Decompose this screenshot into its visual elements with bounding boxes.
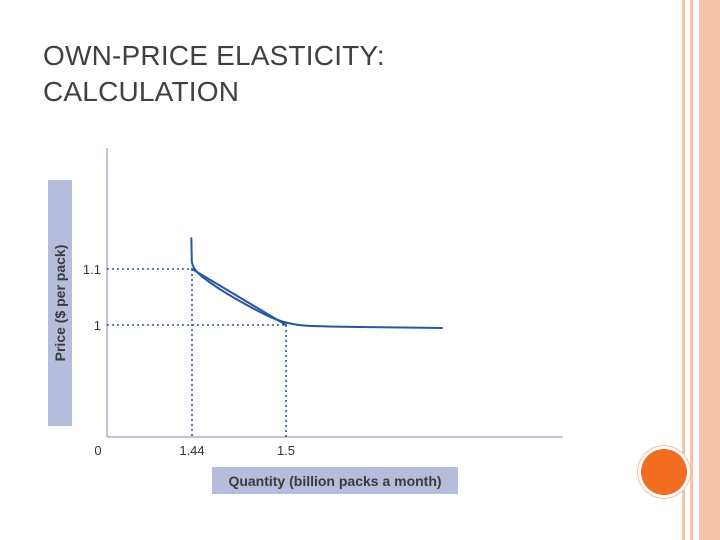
slide-title-line-1: OWN-PRICE ELASTICITY: <box>43 40 385 71</box>
decorative-stripe <box>699 0 720 540</box>
y-tick-label: 1.1 <box>83 262 101 277</box>
x-tick-label: 1.5 <box>277 443 295 458</box>
x-axis-label-band <box>212 467 458 494</box>
slide-title: OWN-PRICE ELASTICITY: CALCULATION <box>43 38 603 110</box>
y-axis-label-band <box>48 180 72 426</box>
decorative-stripe <box>690 0 693 540</box>
x-tick-label: 0 <box>94 443 101 458</box>
y-tick-label: 1 <box>94 318 101 333</box>
slide-title-line-2: CALCULATION <box>43 76 240 107</box>
x-tick-label: 1.44 <box>179 443 204 458</box>
x-axis-label: Quantity (billion packs a month) <box>228 473 441 489</box>
y-axis-label: Price ($ per pack) <box>52 245 68 362</box>
decorative-stripes <box>682 0 720 540</box>
chord-line <box>191 268 287 326</box>
demand-curve <box>190 237 443 330</box>
decorative-stripe <box>682 0 685 540</box>
decorative-orange-circle <box>641 449 687 495</box>
